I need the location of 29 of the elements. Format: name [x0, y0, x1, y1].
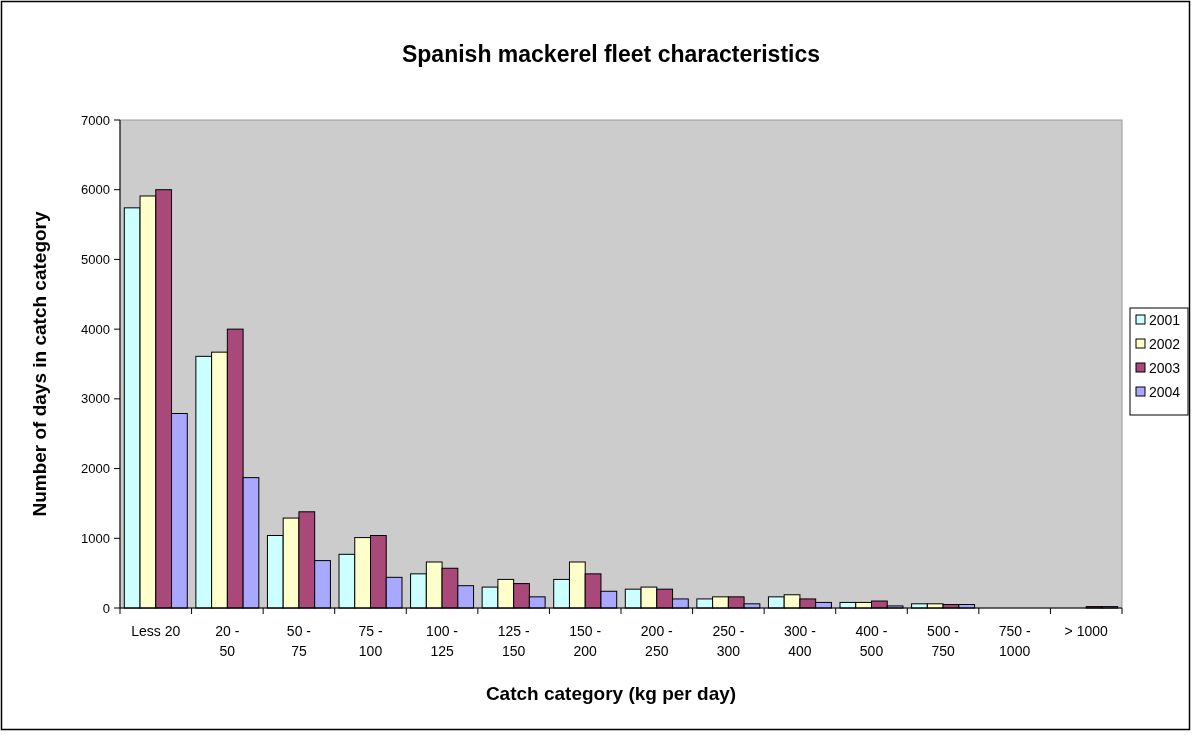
y-tick-label: 2000	[81, 461, 110, 477]
x-tick-label: 500 - 750	[927, 623, 960, 659]
x-tick-label: 150 - 200	[569, 623, 602, 659]
x-axis-title: Catch category (kg per day)	[485, 683, 737, 704]
x-tick-label: 125 - 150	[497, 623, 530, 659]
y-tick-label: 0	[102, 600, 110, 616]
legend-label: 2003	[1149, 359, 1181, 376]
y-tick-label: 6000	[81, 182, 110, 198]
x-tick-label: 750 - 1000	[998, 623, 1031, 659]
legend-label: 2001	[1149, 311, 1181, 328]
x-tick-label: 75 - 100	[358, 623, 383, 659]
x-tick-label: 200 - 250	[640, 623, 674, 659]
x-tick-label: 300 - 400	[783, 623, 817, 659]
x-tick-label: 250 - 300	[712, 623, 745, 659]
y-tick-label: 1000	[81, 530, 110, 546]
x-tick-label: 50 - 75	[286, 623, 312, 659]
legend-label: 2002	[1149, 335, 1181, 352]
chart-title: Spanish mackerel fleet characteristics	[401, 41, 821, 67]
y-tick-label: 5000	[81, 251, 110, 267]
y-axis-title: Number of days in catch category	[29, 211, 50, 517]
x-tick-label: Less 20	[131, 623, 181, 639]
x-tick-label: 100 - 125	[426, 623, 459, 659]
y-tick-label: 3000	[81, 391, 110, 407]
legend-label: 2004	[1149, 383, 1181, 400]
y-tick-label: 4000	[81, 321, 110, 337]
x-tick-label: 400 - 500	[855, 623, 888, 659]
x-tick-label: > 1000	[1064, 623, 1109, 639]
y-tick-label: 7000	[81, 112, 110, 128]
x-tick-label: 20 - 50	[215, 623, 240, 659]
